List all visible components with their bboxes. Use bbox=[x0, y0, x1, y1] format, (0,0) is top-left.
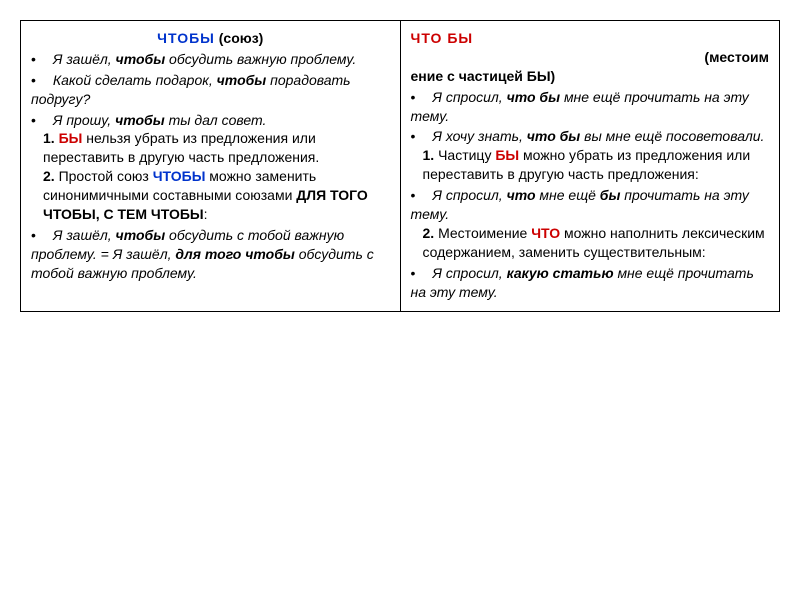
left-title: ЧТОБЫ (союз) bbox=[31, 29, 390, 48]
left-title-paren: (союз) bbox=[219, 30, 264, 46]
right-rule2-num: 2. bbox=[423, 225, 439, 241]
left-rule-2: 2. Простой союз ЧТОБЫ можно заменить син… bbox=[31, 167, 390, 224]
right-rule1-a: Частицу bbox=[438, 147, 495, 163]
right-bullet-4: • Я спросил, какую статью мне ещё прочит… bbox=[411, 264, 770, 302]
right-rule-2: 2. Местоимение ЧТО можно наполнить лекси… bbox=[411, 224, 770, 262]
bullet-icon: • bbox=[411, 186, 429, 205]
left-rule1-num: 1. bbox=[43, 130, 59, 146]
right-sub2: ение с частицей БЫ) bbox=[411, 67, 770, 86]
left-rule1-hl: БЫ bbox=[59, 130, 83, 146]
bullet-icon: • bbox=[31, 50, 49, 69]
left-bullet-3: • Я прошу, чтобы ты дал совет. bbox=[31, 111, 390, 130]
right-rule2-a: Местоимение bbox=[438, 225, 531, 241]
left-b3-text: Я прошу, чтобы ты дал совет. bbox=[53, 112, 267, 128]
left-rule1-text: нельзя убрать из предложения или переста… bbox=[43, 130, 319, 165]
right-b3-text: Я спросил, что мне ещё бы прочитать на э… bbox=[411, 187, 749, 222]
comparison-table: ЧТОБЫ (союз) • Я зашёл, чтобы обсудить в… bbox=[20, 20, 780, 312]
right-bullet-3: • Я спросил, что мне ещё бы прочитать на… bbox=[411, 186, 770, 224]
left-b4-text: Я зашёл, чтобы обсудить с тобой важную п… bbox=[31, 227, 374, 281]
left-rule-1: 1. БЫ нельзя убрать из предложения или п… bbox=[31, 129, 390, 167]
bullet-icon: • bbox=[411, 127, 429, 146]
bullet-icon: • bbox=[411, 264, 429, 283]
left-bullet-4: • Я зашёл, чтобы обсудить с тобой важную… bbox=[31, 226, 390, 283]
left-rule2-hl: ЧТОБЫ bbox=[153, 168, 206, 184]
left-title-word: ЧТОБЫ bbox=[157, 30, 215, 46]
right-b2-text: Я хочу знать, что бы вы мне ещё посовето… bbox=[432, 128, 764, 144]
right-b1-text: Я спросил, что бы мне ещё прочитать на э… bbox=[411, 89, 749, 124]
right-b4-text: Я спросил, какую статью мне ещё прочитат… bbox=[411, 265, 754, 300]
left-rule2-num: 2. bbox=[43, 168, 59, 184]
right-bullet-1: • Я спросил, что бы мне ещё прочитать на… bbox=[411, 88, 770, 126]
right-rule1-hl: БЫ bbox=[495, 147, 519, 163]
left-bullet-2: • Какой сделать подарок, чтобы порадоват… bbox=[31, 71, 390, 109]
right-rule1-num: 1. bbox=[423, 147, 439, 163]
left-column: ЧТОБЫ (союз) • Я зашёл, чтобы обсудить в… bbox=[21, 21, 401, 312]
right-rule2-hl: ЧТО bbox=[531, 225, 560, 241]
bullet-icon: • bbox=[31, 226, 49, 245]
bullet-icon: • bbox=[31, 71, 49, 90]
left-b2-text: Какой сделать подарок, чтобы порадовать … bbox=[31, 72, 351, 107]
right-title-word: ЧТО БЫ bbox=[411, 30, 474, 46]
bullet-icon: • bbox=[31, 111, 49, 130]
right-title-block: ЧТО БЫ (местоим ение с частицей БЫ) bbox=[411, 29, 770, 86]
bullet-icon: • bbox=[411, 88, 429, 107]
right-rule-1: 1. Частицу БЫ можно убрать из предложени… bbox=[411, 146, 770, 184]
left-rule2-colon: : bbox=[204, 206, 208, 222]
right-sub1: (местоим bbox=[411, 48, 770, 67]
right-column: ЧТО БЫ (местоим ение с частицей БЫ) • Я … bbox=[400, 21, 780, 312]
right-bullet-2: • Я хочу знать, что бы вы мне ещё посове… bbox=[411, 127, 770, 146]
left-bullet-1: • Я зашёл, чтобы обсудить важную проблем… bbox=[31, 50, 390, 69]
left-rule2-a: Простой союз bbox=[59, 168, 153, 184]
left-b1-text: Я зашёл, чтобы обсудить важную проблему. bbox=[53, 51, 356, 67]
